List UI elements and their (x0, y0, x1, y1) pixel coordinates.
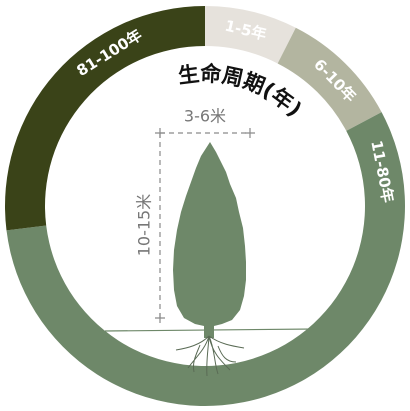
ring-segment (5, 6, 206, 231)
ring (5, 6, 406, 407)
dimension-lines (155, 128, 255, 323)
width-label: 3-6米 (184, 107, 226, 126)
tree (173, 142, 246, 338)
roots (175, 335, 245, 377)
ring-segment (277, 27, 382, 131)
ground (104, 328, 316, 332)
ring-segment (205, 6, 296, 64)
height-label: 10-15米 (135, 194, 154, 257)
crown (173, 142, 246, 338)
plus-marks (155, 128, 255, 323)
ring-segment (6, 112, 406, 407)
